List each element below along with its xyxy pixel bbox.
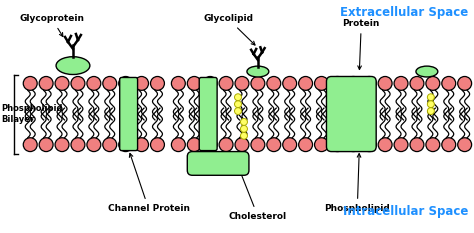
FancyBboxPatch shape [187, 152, 249, 175]
Circle shape [283, 76, 297, 90]
Circle shape [219, 138, 233, 152]
Circle shape [118, 76, 133, 90]
Circle shape [235, 76, 249, 90]
Circle shape [458, 76, 472, 90]
Circle shape [442, 76, 456, 90]
Circle shape [428, 108, 434, 115]
Circle shape [55, 138, 69, 152]
Circle shape [346, 76, 360, 90]
Circle shape [235, 138, 249, 152]
Circle shape [315, 76, 328, 90]
Circle shape [299, 76, 312, 90]
Circle shape [378, 138, 392, 152]
Circle shape [187, 76, 201, 90]
Circle shape [187, 138, 201, 152]
Circle shape [362, 76, 376, 90]
Circle shape [172, 76, 185, 90]
Circle shape [151, 76, 164, 90]
Circle shape [55, 76, 69, 90]
Circle shape [172, 138, 185, 152]
Circle shape [283, 138, 297, 152]
Circle shape [442, 138, 456, 152]
Circle shape [235, 101, 241, 108]
FancyBboxPatch shape [327, 76, 376, 152]
Text: Phospholipid: Phospholipid [324, 154, 390, 213]
FancyBboxPatch shape [120, 77, 137, 151]
Circle shape [458, 138, 472, 152]
Circle shape [151, 138, 164, 152]
Circle shape [71, 138, 85, 152]
Circle shape [267, 76, 281, 90]
Circle shape [39, 138, 53, 152]
Circle shape [71, 76, 85, 90]
Text: Cholesterol: Cholesterol [229, 162, 287, 221]
Circle shape [428, 101, 434, 108]
Circle shape [251, 76, 265, 90]
Circle shape [203, 76, 217, 90]
Text: Phospholipid
Bilayer: Phospholipid Bilayer [1, 104, 63, 124]
Circle shape [410, 76, 424, 90]
Circle shape [135, 76, 148, 90]
Circle shape [410, 138, 424, 152]
Circle shape [240, 132, 247, 139]
Circle shape [251, 138, 265, 152]
Circle shape [87, 76, 101, 90]
Circle shape [267, 138, 281, 152]
Text: Channel Protein: Channel Protein [108, 153, 190, 213]
Text: Glycolipid: Glycolipid [203, 14, 255, 45]
Circle shape [39, 76, 53, 90]
Text: Glycoprotein: Glycoprotein [19, 14, 84, 37]
Circle shape [23, 76, 37, 90]
Ellipse shape [247, 66, 269, 77]
Circle shape [330, 138, 345, 152]
Circle shape [23, 138, 37, 152]
Circle shape [219, 76, 233, 90]
Text: Protein: Protein [343, 19, 380, 69]
Circle shape [426, 138, 440, 152]
Circle shape [362, 138, 376, 152]
Circle shape [203, 138, 217, 152]
Circle shape [315, 138, 328, 152]
Circle shape [330, 76, 345, 90]
Circle shape [240, 118, 247, 125]
Circle shape [240, 125, 247, 132]
Text: Intracellular Space: Intracellular Space [343, 205, 469, 218]
Circle shape [135, 138, 148, 152]
Ellipse shape [416, 66, 438, 77]
Circle shape [378, 76, 392, 90]
Circle shape [394, 76, 408, 90]
Circle shape [235, 94, 241, 101]
Circle shape [428, 94, 434, 101]
Circle shape [235, 108, 241, 115]
Ellipse shape [56, 57, 90, 75]
Circle shape [103, 138, 117, 152]
Circle shape [87, 138, 101, 152]
Circle shape [394, 138, 408, 152]
Circle shape [118, 138, 133, 152]
Circle shape [346, 138, 360, 152]
Circle shape [299, 138, 312, 152]
Circle shape [103, 76, 117, 90]
FancyBboxPatch shape [199, 77, 217, 151]
Circle shape [426, 76, 440, 90]
Text: Extracellular Space: Extracellular Space [340, 6, 469, 19]
